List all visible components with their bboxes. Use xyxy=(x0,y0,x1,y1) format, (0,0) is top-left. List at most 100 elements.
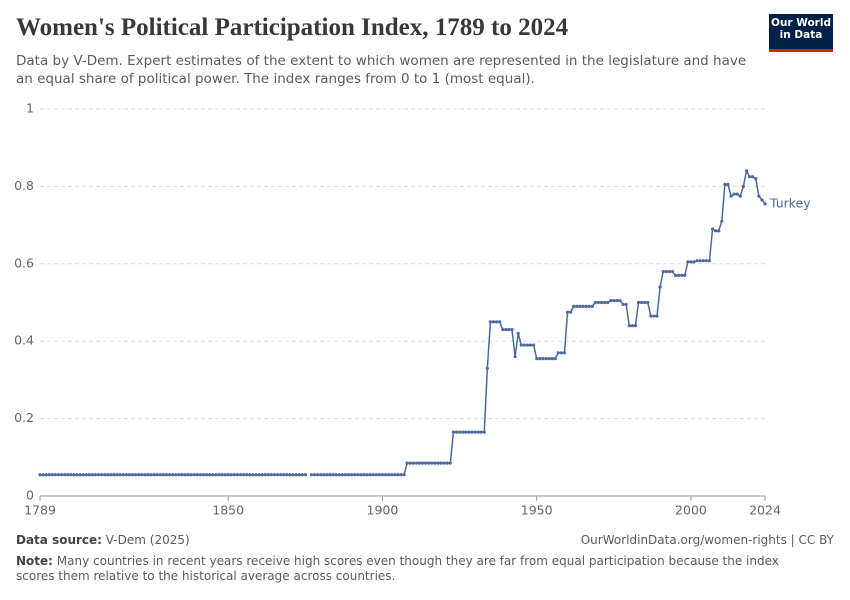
data-point xyxy=(226,473,230,477)
data-point xyxy=(553,357,557,361)
data-point xyxy=(615,298,619,303)
data-point xyxy=(387,473,391,477)
data-point xyxy=(587,304,591,308)
data-point xyxy=(152,473,156,477)
data-point xyxy=(272,473,277,477)
data-point xyxy=(744,169,749,173)
data-point xyxy=(525,343,530,347)
y-tick-label: 0.4 xyxy=(14,333,34,348)
data-point xyxy=(47,473,51,477)
data-point xyxy=(291,473,295,477)
data-point xyxy=(130,473,135,477)
data-point xyxy=(300,473,304,477)
y-tick-label: 0.2 xyxy=(14,410,34,425)
data-point xyxy=(652,314,656,318)
data-point xyxy=(609,298,613,303)
data-point xyxy=(544,357,548,361)
data-point xyxy=(223,473,227,477)
data-point xyxy=(340,473,344,477)
data-point xyxy=(649,314,653,318)
data-point xyxy=(639,300,644,305)
data-point xyxy=(204,473,209,477)
data-point xyxy=(334,473,338,477)
note-text: Many countries in recent years receive h… xyxy=(16,554,779,583)
data-point xyxy=(751,175,755,179)
data-point xyxy=(269,473,273,477)
source-url[interactable]: OurWorldinData.org/women-rights | CC BY xyxy=(580,533,834,547)
data-point xyxy=(245,473,249,477)
data-point xyxy=(714,229,718,233)
data-point xyxy=(377,473,381,477)
data-point xyxy=(695,259,699,263)
data-point xyxy=(747,175,752,179)
data-point xyxy=(732,192,736,196)
data-point xyxy=(174,473,178,477)
data-point xyxy=(602,300,607,305)
data-point xyxy=(683,273,687,278)
data-point xyxy=(106,473,110,477)
data-point xyxy=(368,473,372,477)
data-point xyxy=(547,357,551,361)
data-point xyxy=(282,473,286,477)
data-point xyxy=(158,473,162,477)
data-point xyxy=(717,229,721,233)
data-point xyxy=(677,273,681,278)
data-point xyxy=(532,343,536,347)
data-point xyxy=(316,473,320,477)
data-point xyxy=(167,473,172,477)
data-point xyxy=(627,324,631,328)
data-point xyxy=(670,269,675,274)
data-point xyxy=(538,357,542,361)
data-point xyxy=(288,473,292,477)
data-point xyxy=(692,260,696,264)
data-point xyxy=(309,473,314,477)
chart-subtitle: Data by V-Dem. Expert estimates of the e… xyxy=(16,53,747,87)
data-point xyxy=(572,304,576,308)
data-point xyxy=(427,461,431,465)
data-point xyxy=(50,473,54,477)
data-point xyxy=(673,273,678,278)
data-point xyxy=(556,351,560,355)
data-point xyxy=(701,259,705,263)
data-point xyxy=(643,300,647,305)
series-line xyxy=(40,168,766,476)
data-point xyxy=(655,314,659,318)
data-point xyxy=(510,327,514,332)
data-point xyxy=(390,473,394,477)
data-point xyxy=(93,473,98,477)
data-point xyxy=(112,473,116,477)
data-point xyxy=(504,327,508,332)
data-point xyxy=(507,327,511,332)
data-point xyxy=(149,473,153,477)
data-point xyxy=(137,473,141,477)
data-point xyxy=(612,298,616,303)
data-point xyxy=(485,366,489,370)
data-point xyxy=(738,194,742,198)
data-point xyxy=(420,461,425,465)
data-point xyxy=(127,473,132,477)
logo[interactable]: Our World in Data xyxy=(769,14,833,52)
data-point xyxy=(522,343,526,347)
data-point xyxy=(569,310,573,314)
data-point xyxy=(541,357,545,361)
data-point xyxy=(183,473,187,477)
data-point xyxy=(476,430,480,434)
data-point xyxy=(754,177,758,181)
data-point xyxy=(192,473,196,477)
data-point xyxy=(109,473,113,477)
data-point xyxy=(164,473,169,477)
data-point xyxy=(584,304,588,308)
x-tick-label: 1950 xyxy=(521,503,553,518)
source-text: V-Dem (2025) xyxy=(105,533,190,547)
data-point xyxy=(353,473,357,477)
data-point xyxy=(393,473,397,477)
data-point xyxy=(279,473,283,477)
data-point xyxy=(232,473,236,477)
data-point xyxy=(405,461,409,465)
data-point xyxy=(439,461,443,465)
data-point xyxy=(242,473,246,477)
data-point xyxy=(565,310,570,314)
x-tick-label: 1900 xyxy=(367,503,399,518)
data-point xyxy=(664,269,668,274)
